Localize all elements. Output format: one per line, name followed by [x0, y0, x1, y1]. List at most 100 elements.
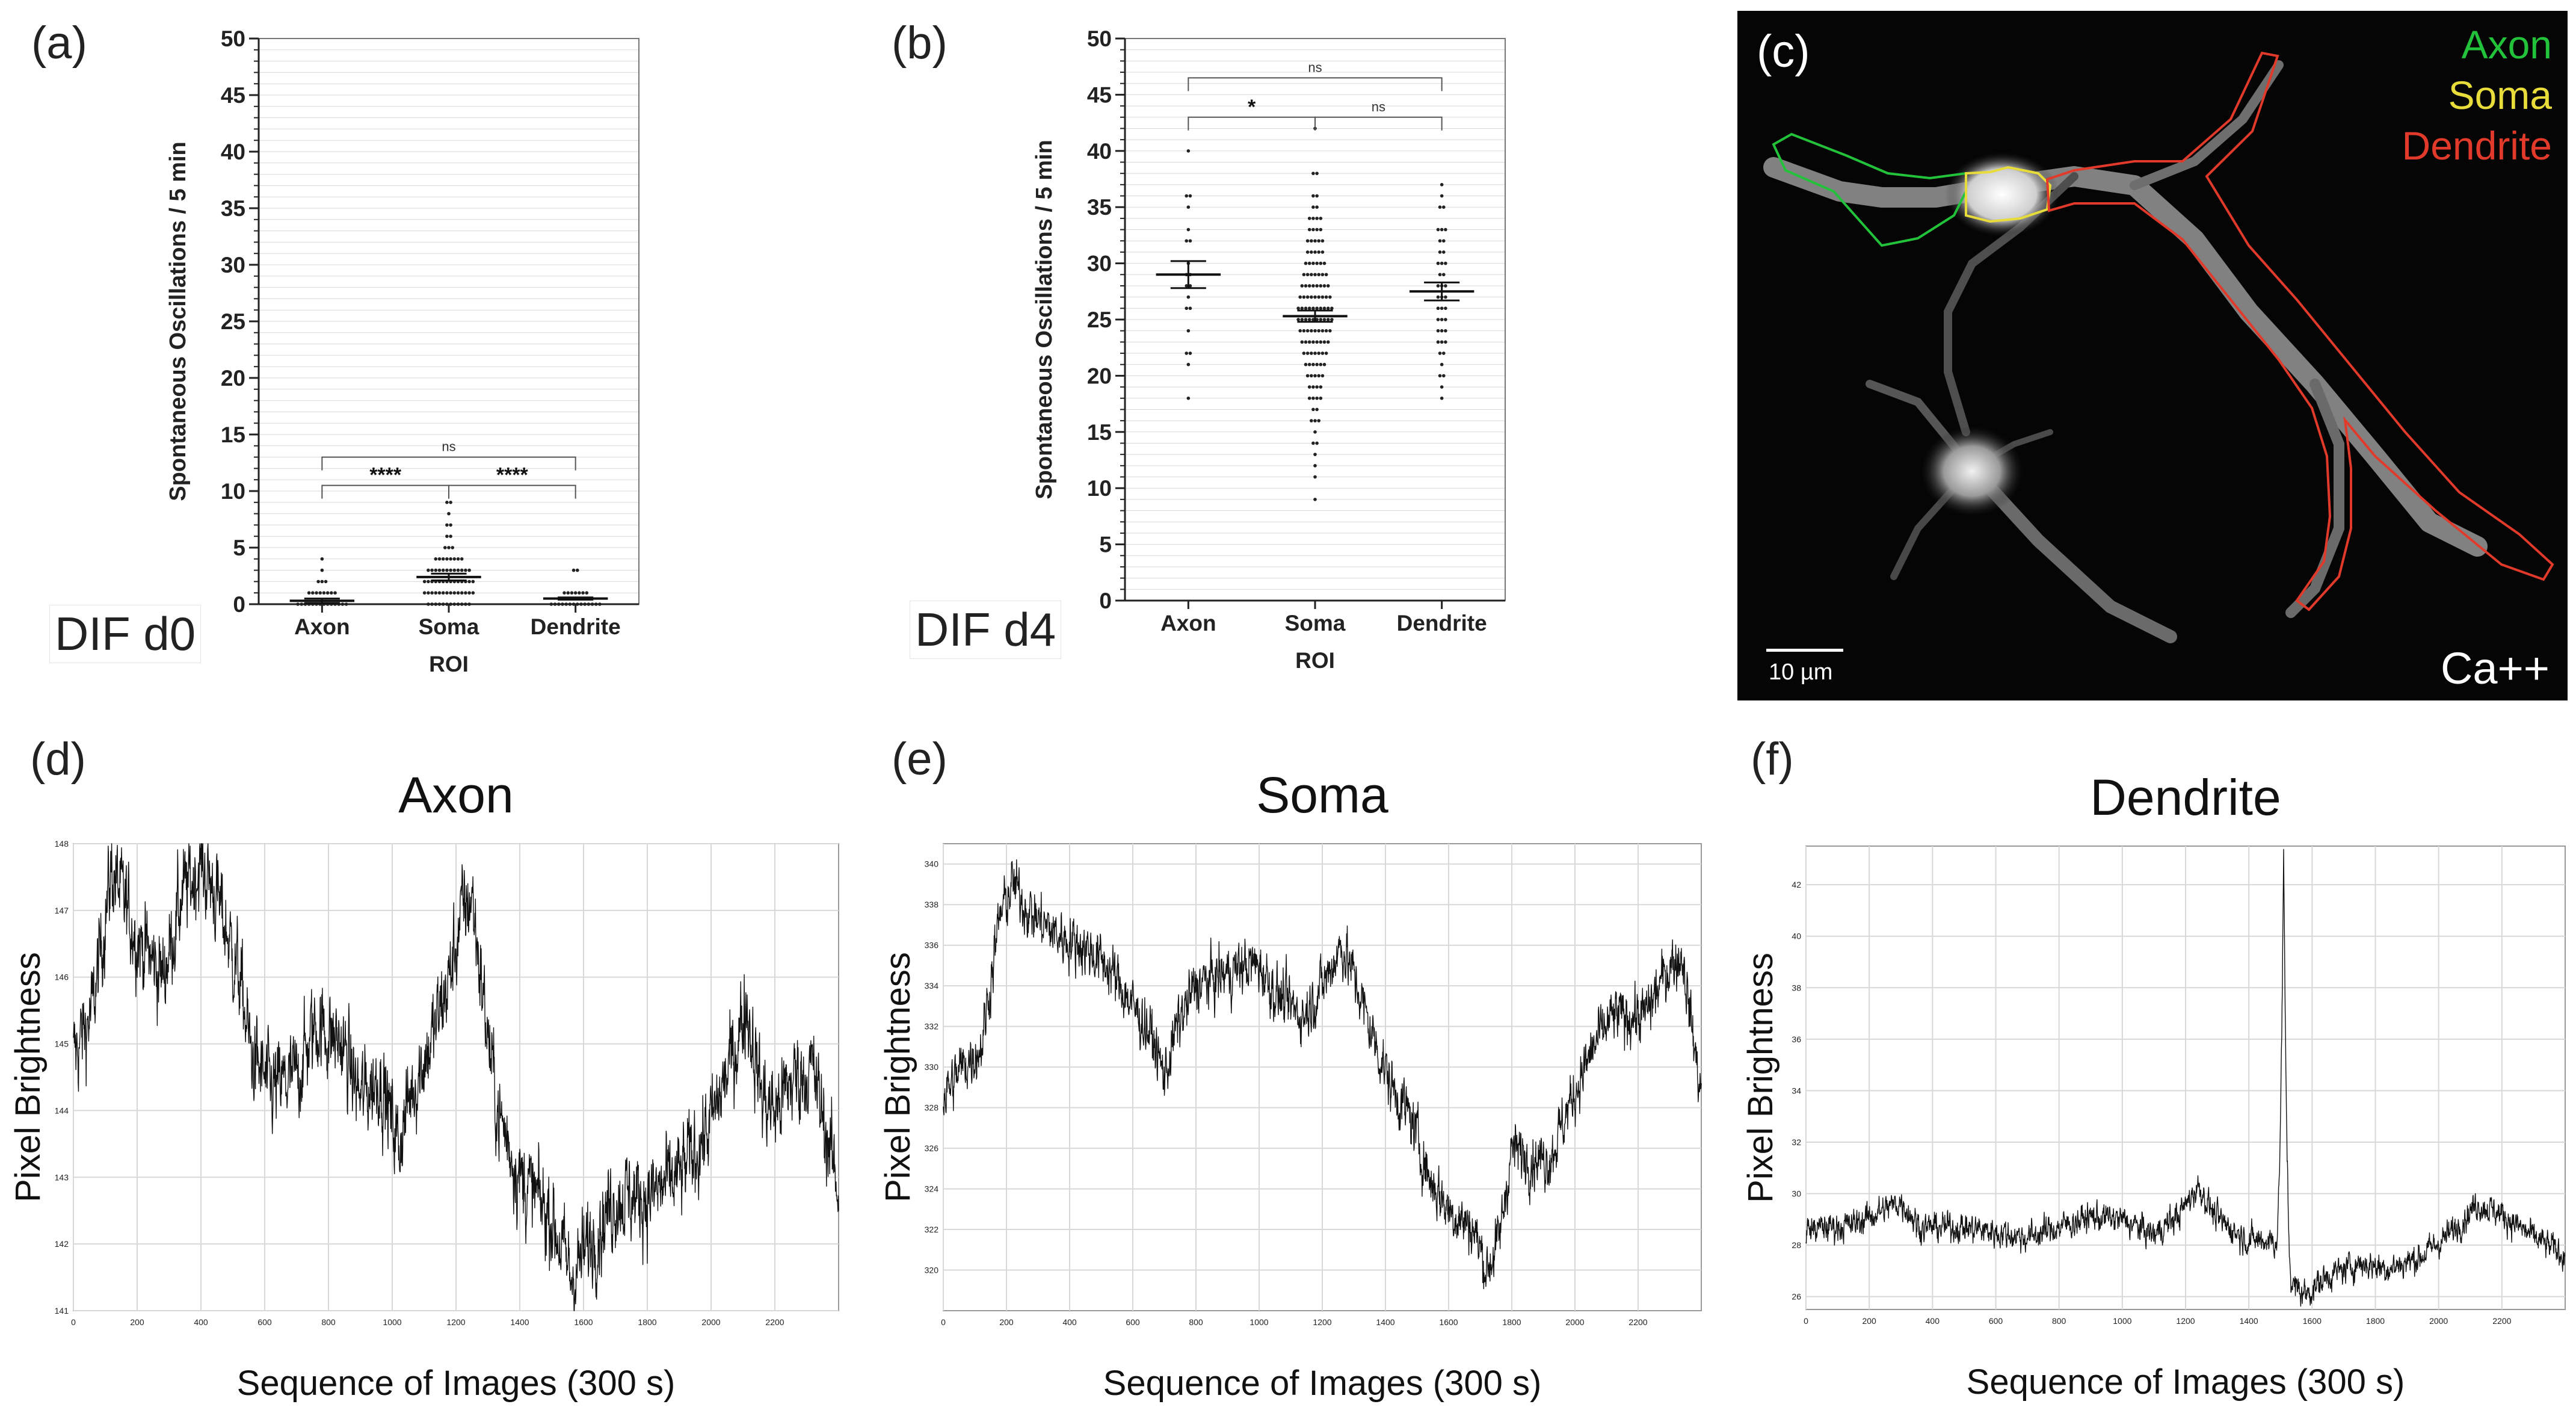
- data-point: [556, 602, 561, 606]
- data-point: [1441, 250, 1446, 254]
- data-point: [471, 580, 475, 584]
- data-point: [1322, 261, 1327, 265]
- y-tick-label: 145: [55, 1039, 69, 1049]
- y-tick-label: 144: [55, 1105, 69, 1115]
- neuron-image: [1763, 51, 2554, 643]
- data-point: [1310, 351, 1313, 355]
- data-point: [1311, 318, 1315, 321]
- legend-axon: Axon: [2461, 22, 2552, 67]
- data-point: [1305, 239, 1310, 243]
- data-point: [340, 602, 345, 606]
- data-point: [1311, 441, 1315, 445]
- data-point: [1319, 217, 1323, 220]
- data-point: [467, 580, 471, 584]
- data-point: [307, 591, 311, 595]
- y-tick-label: 45: [1087, 82, 1112, 107]
- x-tick-label: 2200: [2492, 1316, 2511, 1326]
- data-point: [447, 546, 451, 549]
- data-point: [1440, 306, 1444, 311]
- data-point: [1441, 351, 1446, 355]
- data-point: [1315, 217, 1319, 220]
- data-point: [1438, 374, 1442, 378]
- data-point: [1319, 284, 1323, 288]
- data-point: [1320, 250, 1325, 254]
- data-point: [1186, 227, 1191, 232]
- y-tick-label: 20: [221, 366, 245, 391]
- trace-chart-dendrite: (f) 0 200 400 600 800 1000 1200 1400 1600 1800 200…: [1741, 734, 2566, 1402]
- x-tick-label: 1400: [510, 1317, 529, 1327]
- significance-label: ****: [369, 464, 402, 487]
- data-point: [437, 557, 442, 561]
- x-tick-label: 0: [71, 1317, 76, 1327]
- dendrite-roi: [2045, 51, 2554, 611]
- data-point: [1188, 194, 1192, 198]
- x-tick-label: 1600: [574, 1317, 593, 1327]
- y-tick-label: 0: [233, 592, 245, 617]
- data-point: [1307, 217, 1311, 220]
- data-point: [562, 591, 566, 595]
- significance-bracket: [1188, 77, 1443, 91]
- panel-label-d: (d): [30, 734, 86, 785]
- x-tick-label: 1600: [2303, 1316, 2322, 1326]
- y-tick-label: 324: [925, 1184, 939, 1194]
- signal-trace: [73, 843, 839, 1311]
- data-point: [443, 546, 447, 549]
- data-point: [1313, 419, 1317, 422]
- data-point: [1186, 362, 1191, 366]
- data-point: [1310, 329, 1313, 333]
- data-point: [1304, 340, 1308, 344]
- y-tick-label: 35: [221, 196, 245, 221]
- data-point: [1317, 374, 1320, 378]
- x-tick-label: 1200: [1313, 1317, 1331, 1327]
- data-point: [1444, 306, 1447, 311]
- data-point: [1322, 318, 1327, 321]
- y-tick-label: 147: [55, 906, 69, 915]
- data-point: [1440, 318, 1444, 321]
- x-tick-label: 2200: [1628, 1317, 1647, 1327]
- data-point: [451, 546, 454, 549]
- data-point: [1320, 329, 1325, 333]
- data-point: [445, 568, 449, 572]
- y-tick-label: 148: [55, 839, 69, 849]
- significance-label: ns: [1372, 99, 1385, 114]
- y-tick-label: 32: [1792, 1137, 1801, 1147]
- data-point: [1307, 261, 1311, 265]
- data-point: [430, 568, 434, 572]
- data-point: [1311, 385, 1315, 389]
- data-point: [1315, 261, 1319, 265]
- data-point: [1438, 239, 1442, 243]
- data-point: [575, 602, 579, 606]
- data-point: [1317, 351, 1320, 355]
- data-point: [1188, 284, 1192, 288]
- x-category-label: Soma: [419, 614, 479, 639]
- data-point: [434, 568, 438, 572]
- data-point: [300, 602, 304, 606]
- data-point: [1311, 205, 1315, 209]
- y-tick-label: 36: [1792, 1034, 1801, 1044]
- x-tick-label: 1800: [2366, 1316, 2385, 1326]
- data-point: [1319, 396, 1323, 400]
- y-tick-label: 30: [1792, 1189, 1801, 1199]
- data-point: [564, 602, 568, 606]
- y-tick-label: 38: [1792, 983, 1801, 992]
- data-point: [1311, 340, 1315, 344]
- y-tick-label: 35: [1087, 195, 1112, 220]
- data-point: [1307, 385, 1311, 389]
- data-point: [456, 568, 460, 572]
- data-point: [452, 591, 457, 595]
- data-point: [1311, 194, 1315, 198]
- data-point: [1307, 340, 1311, 344]
- data-point: [1317, 329, 1320, 333]
- data-point: [1186, 396, 1191, 400]
- data-point: [575, 568, 579, 572]
- data-point: [320, 568, 324, 572]
- x-tick-label: 800: [1189, 1317, 1203, 1327]
- data-point: [1438, 351, 1442, 355]
- data-point: [1188, 239, 1192, 243]
- data-point: [1307, 362, 1311, 366]
- data-point: [445, 501, 449, 504]
- data-point: [1315, 194, 1319, 198]
- data-point: [553, 602, 557, 606]
- data-point: [1313, 430, 1317, 434]
- x-category-label: Axon: [1160, 611, 1216, 635]
